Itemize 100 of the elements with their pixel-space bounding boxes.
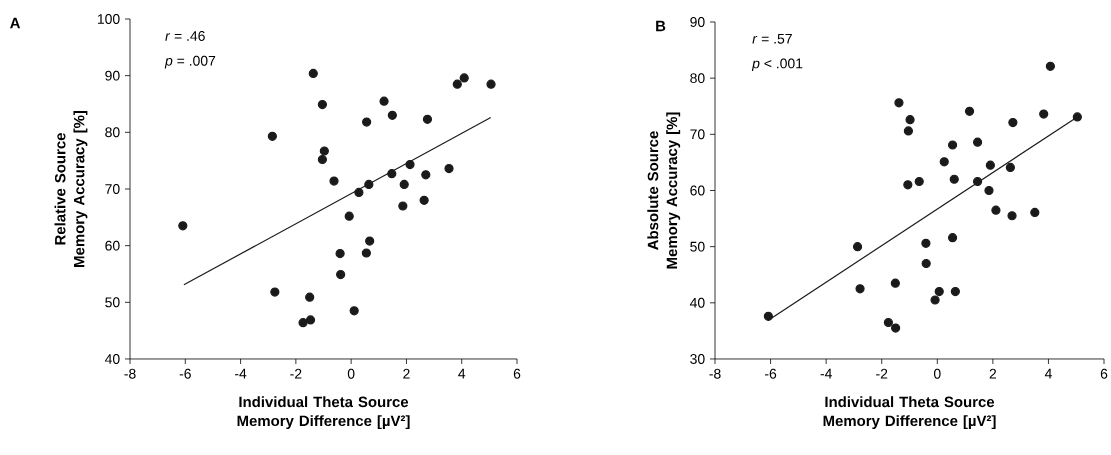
x-tick-label: 6	[1100, 368, 1108, 379]
x-axis-title: Individual Theta Source Memory Difference [µV²]	[237, 396, 410, 430]
x-tick-label: -8	[124, 368, 136, 379]
point	[855, 284, 865, 294]
point	[422, 114, 433, 124]
x-tick-label: 2	[989, 368, 997, 379]
x-tick-label: -2	[290, 368, 302, 379]
y-tick-label: 80	[690, 73, 705, 84]
point	[1045, 61, 1055, 71]
annotation: r = .46	[165, 31, 205, 41]
y-tick-label: 30	[690, 354, 705, 364]
y-tick-label: 100	[97, 14, 120, 24]
point	[361, 248, 371, 258]
y-tick-label: 70	[105, 184, 120, 194]
point	[336, 269, 346, 280]
x-tick-label: -4	[820, 368, 832, 379]
x-tick-label: 6	[513, 368, 521, 379]
point	[399, 179, 409, 190]
y-tick-label: 50	[690, 241, 705, 252]
point	[319, 146, 329, 156]
point	[947, 233, 958, 243]
x-tick-label: -8	[709, 368, 721, 379]
point	[421, 170, 431, 180]
point	[883, 317, 893, 328]
point	[921, 258, 931, 269]
point	[947, 140, 958, 150]
y-tick-label: 60	[105, 240, 120, 251]
point	[379, 96, 389, 106]
point	[950, 286, 960, 297]
point	[335, 248, 345, 259]
point	[329, 176, 339, 186]
point	[344, 211, 354, 221]
point	[444, 163, 454, 174]
point	[903, 126, 913, 136]
point	[930, 295, 940, 305]
y-tick-label: 50	[105, 297, 120, 308]
point	[1030, 207, 1040, 217]
point	[1072, 112, 1082, 122]
point	[1008, 117, 1018, 128]
point	[349, 306, 359, 316]
annotation: p < .001	[751, 58, 803, 72]
point	[894, 98, 904, 108]
point	[405, 160, 415, 170]
point	[1005, 162, 1015, 173]
point	[298, 318, 308, 328]
y-tick-label: 60	[690, 185, 705, 196]
point	[985, 160, 995, 170]
y-tick-label: 40	[689, 297, 705, 308]
point	[270, 287, 280, 297]
point	[891, 323, 901, 333]
y-tick-label: 90	[105, 70, 120, 81]
point	[365, 236, 375, 246]
y-tick-label: 70	[690, 129, 705, 140]
x-tick-label: -4	[235, 368, 247, 379]
x-tick-label: 0	[933, 368, 941, 379]
point	[459, 73, 469, 83]
point	[305, 292, 315, 302]
point	[890, 278, 900, 288]
x-tick-label: 4	[1044, 368, 1052, 379]
point	[362, 117, 372, 127]
point	[387, 169, 397, 179]
point	[178, 221, 188, 231]
point	[984, 185, 994, 196]
annotation: p = .007	[164, 55, 216, 69]
point	[1007, 211, 1017, 221]
point	[939, 157, 949, 167]
x-axis-title: Individual Theta Source Memory Difference [µV²]	[823, 396, 996, 430]
point	[921, 238, 931, 248]
point	[949, 174, 959, 184]
point	[308, 68, 318, 78]
point	[354, 187, 364, 197]
y-tick-label: 90	[690, 17, 705, 27]
point	[934, 286, 944, 297]
x-tick-label: 0	[347, 368, 355, 379]
point	[305, 315, 316, 325]
chart-title: B	[656, 20, 666, 32]
chart-title: A	[10, 17, 21, 29]
point	[972, 137, 983, 147]
point	[486, 79, 496, 89]
point	[452, 79, 462, 89]
annotation: r = .57	[752, 33, 792, 44]
point	[387, 110, 397, 120]
point	[914, 176, 924, 187]
point	[763, 311, 773, 321]
x-tick-label: -6	[179, 368, 191, 379]
point	[852, 242, 863, 252]
x-tick-label: 4	[458, 368, 466, 379]
y-axis-title: Absolute Source Memory Accuracy [%]	[647, 112, 681, 269]
point	[991, 205, 1001, 215]
x-tick-label: -2	[876, 368, 888, 379]
point	[398, 201, 408, 211]
point	[419, 195, 429, 205]
x-tick-label: 2	[403, 368, 410, 379]
y-axis-title: Relative Source Memory Accuracy [%]	[54, 110, 88, 267]
point	[972, 176, 983, 187]
y-tick-label: 80	[105, 127, 120, 138]
point	[964, 106, 975, 116]
point	[267, 131, 277, 141]
x-tick-label: -6	[765, 368, 777, 379]
y-tick-label: 40	[104, 354, 120, 364]
